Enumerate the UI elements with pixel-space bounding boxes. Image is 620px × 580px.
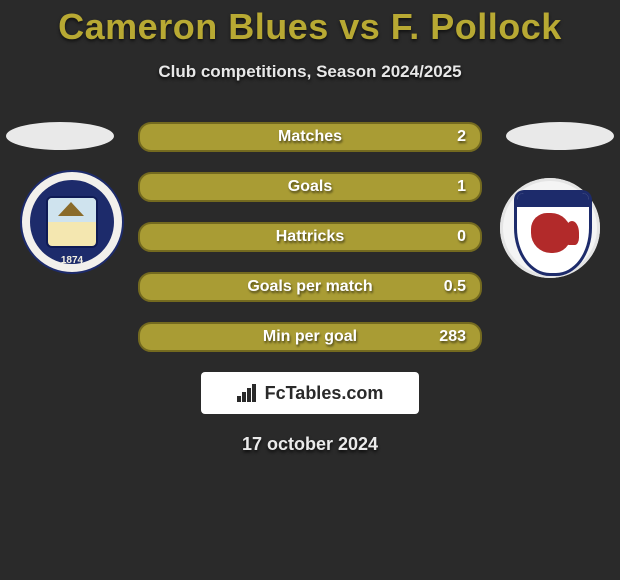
page-title: Cameron Blues vs F. Pollock (0, 0, 620, 48)
player-left-avatar (6, 122, 114, 150)
stat-value: 283 (439, 328, 466, 346)
branding-badge: FcTables.com (201, 372, 419, 414)
stat-label: Min per goal (140, 328, 480, 346)
date-text: 17 october 2024 (0, 434, 620, 455)
comparison-card: Cameron Blues vs F. Pollock Club competi… (0, 0, 620, 580)
bars-icon (237, 384, 259, 402)
badge-left-crest (46, 196, 98, 248)
player-right-avatar (506, 122, 614, 150)
badge-right-shield (514, 190, 592, 276)
stat-label: Goals per match (140, 278, 480, 296)
stat-row-goals-per-match: Goals per match 0.5 (138, 272, 482, 302)
stat-label: Matches (140, 128, 480, 146)
stat-label: Hattricks (140, 228, 480, 246)
stat-row-hattricks: Hattricks 0 (138, 222, 482, 252)
stat-label: Goals (140, 178, 480, 196)
stats-list: Matches 2 Goals 1 Hattricks 0 Goals per … (138, 122, 482, 352)
badge-right-lion-icon (531, 213, 571, 253)
branding-text: FcTables.com (265, 383, 384, 404)
badge-left-ring (30, 180, 114, 264)
subtitle: Club competitions, Season 2024/2025 (0, 62, 620, 82)
stat-value: 2 (457, 128, 466, 146)
stat-value: 0.5 (444, 278, 466, 296)
stat-row-matches: Matches 2 (138, 122, 482, 152)
club-badge-left: 1874 (20, 170, 124, 274)
stat-row-goals: Goals 1 (138, 172, 482, 202)
club-badge-right (500, 178, 600, 278)
stat-value: 0 (457, 228, 466, 246)
stat-row-min-per-goal: Min per goal 283 (138, 322, 482, 352)
stat-value: 1 (457, 178, 466, 196)
badge-left-year: 1874 (22, 255, 122, 266)
